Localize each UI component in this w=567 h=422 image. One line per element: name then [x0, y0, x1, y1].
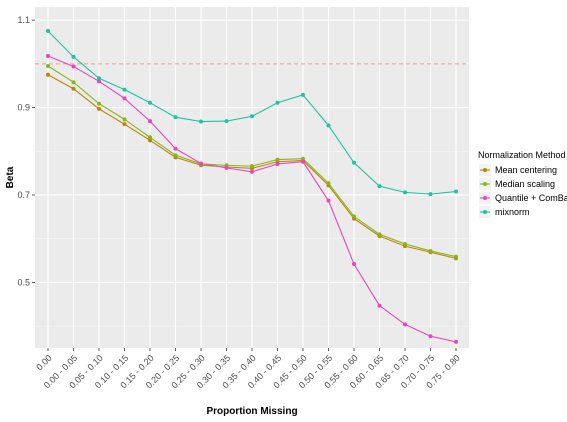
data-point — [428, 334, 433, 339]
y-axis: 0.5 0.7 0.9 1.1 — [17, 15, 35, 287]
legend-item: Mean centering — [479, 164, 557, 176]
legend-item: mixnorm — [479, 206, 530, 218]
data-point — [250, 169, 254, 174]
legend: Normalization Method Mean centering Media… — [478, 150, 567, 218]
data-point — [46, 72, 50, 77]
y-tick-label: 0.9 — [17, 103, 30, 113]
data-point — [250, 164, 254, 169]
data-point — [71, 80, 76, 85]
data-point — [352, 214, 356, 219]
data-point — [97, 79, 101, 84]
x-axis-title: Proportion Missing — [206, 406, 297, 417]
legend-point — [483, 196, 487, 200]
data-point — [377, 232, 382, 237]
data-point — [326, 181, 331, 186]
data-point — [148, 138, 152, 143]
data-point — [454, 339, 458, 344]
y-tick-label: 0.7 — [17, 190, 30, 200]
data-point — [428, 248, 433, 253]
data-point — [301, 156, 305, 161]
legend-point — [483, 168, 487, 172]
data-point — [326, 123, 331, 128]
data-point — [46, 64, 50, 69]
data-point — [97, 106, 101, 111]
data-point — [377, 303, 382, 308]
data-point — [224, 165, 229, 170]
data-point — [199, 161, 203, 166]
data-point — [403, 190, 407, 195]
legend-point — [483, 210, 487, 214]
data-point — [122, 96, 127, 101]
data-point — [122, 87, 127, 92]
data-point — [224, 119, 229, 124]
data-point — [275, 161, 280, 166]
data-point — [173, 115, 178, 120]
x-axis: 0.000.00 - 0.050.05 - 0.100.10 - 0.150.1… — [34, 348, 462, 390]
series-mixnorm — [46, 29, 458, 197]
y-axis-title: Beta — [5, 166, 16, 188]
data-point — [173, 146, 178, 151]
data-point — [71, 64, 76, 69]
grid-major — [35, 7, 469, 348]
legend-title: Normalization Method — [478, 150, 566, 160]
y-tick-label: 0.5 — [17, 277, 30, 287]
data-point — [46, 53, 50, 58]
legend-label: Median scaling — [495, 179, 555, 189]
data-point — [46, 29, 50, 34]
data-point — [122, 122, 127, 127]
legend-label: Quantile + ComBat — [495, 193, 567, 203]
data-point — [326, 198, 331, 203]
data-point — [71, 86, 76, 91]
data-point — [377, 184, 382, 189]
data-point — [403, 241, 407, 246]
data-point — [148, 119, 152, 124]
data-point — [352, 262, 356, 267]
data-point — [301, 159, 305, 164]
x-tick-label: 0.00 — [34, 353, 53, 372]
data-point — [148, 135, 152, 140]
series-layer — [46, 29, 458, 344]
legend-item: Median scaling — [479, 178, 555, 190]
y-tick-label: 1.1 — [17, 15, 30, 25]
data-point — [173, 153, 178, 158]
data-point — [352, 160, 356, 165]
data-point — [403, 322, 407, 327]
data-point — [199, 119, 203, 124]
legend-label: Mean centering — [495, 165, 557, 175]
data-point — [454, 189, 458, 194]
data-point — [122, 117, 127, 122]
data-point — [301, 92, 305, 97]
data-point — [454, 254, 458, 259]
data-point — [275, 100, 280, 105]
data-point — [71, 54, 76, 59]
legend-label: mixnorm — [495, 207, 530, 217]
series-quantile-combat — [46, 53, 458, 344]
data-point — [148, 100, 152, 105]
legend-point — [483, 182, 487, 186]
legend-item: Quantile + ComBat — [479, 192, 567, 204]
data-point — [97, 101, 101, 106]
data-point — [275, 157, 280, 162]
data-point — [250, 114, 254, 119]
data-point — [97, 76, 101, 81]
data-point — [428, 192, 433, 197]
